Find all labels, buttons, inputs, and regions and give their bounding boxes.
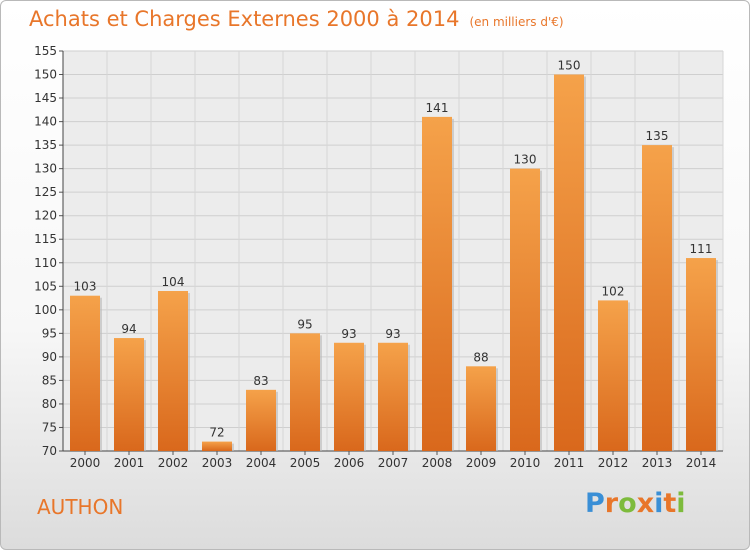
bar — [246, 389, 276, 451]
bar — [686, 258, 716, 451]
bar — [290, 333, 320, 451]
value-label: 95 — [297, 317, 312, 331]
value-label: 135 — [646, 129, 669, 143]
chart-subtitle: (en milliers d'€) — [469, 15, 564, 29]
proxiti-logo: Proxiti — [585, 488, 686, 519]
value-label: 111 — [690, 242, 713, 256]
logo-letter: i — [676, 488, 686, 519]
bar — [466, 366, 496, 451]
logo-letter: x — [636, 488, 655, 519]
y-tick-label: 95 — [42, 326, 57, 340]
axes: 70 75 80 85 90 95 100 105 110 115 120 125 130 135 140 1… — [34, 44, 723, 470]
place-name: AUTHON — [37, 495, 124, 519]
y-tick-label: 150 — [34, 68, 57, 82]
x-tick-label: 2010 — [510, 456, 541, 470]
x-tick-label: 2006 — [334, 456, 365, 470]
x-tick-label: 2001 — [114, 456, 145, 470]
x-tick-label: 2011 — [554, 456, 585, 470]
value-labels: 103 94 104 72 83 95 93 93 141 88 130 150 102 135 111 — [74, 59, 713, 440]
y-tick-label: 90 — [42, 350, 57, 364]
y-tick-label: 115 — [34, 232, 57, 246]
x-tick-label: 2002 — [158, 456, 189, 470]
bar — [114, 338, 144, 451]
bar — [422, 116, 452, 451]
bar — [334, 342, 364, 451]
x-tick-label: 2000 — [70, 456, 101, 470]
bar — [598, 300, 628, 451]
bar — [510, 168, 540, 451]
y-tick-label: 120 — [34, 209, 57, 223]
value-label: 88 — [473, 350, 488, 364]
value-label: 83 — [253, 374, 268, 388]
title-text: Achats et Charges Externes 2000 à 2014 — [29, 7, 460, 31]
bar — [202, 441, 232, 451]
value-label: 72 — [209, 426, 224, 440]
value-label: 141 — [426, 101, 449, 115]
x-tick-label: 2014 — [686, 456, 717, 470]
logo-letter: r — [604, 488, 619, 519]
logo-letter: P — [585, 488, 605, 519]
bar — [642, 145, 672, 451]
logo-letter: t — [663, 488, 677, 519]
logo-letter: i — [654, 488, 664, 519]
value-label: 102 — [602, 284, 625, 298]
value-label: 94 — [121, 322, 136, 336]
x-tick-label: 2005 — [290, 456, 321, 470]
bar — [554, 74, 584, 451]
y-tick-label: 125 — [34, 185, 57, 199]
x-tick-label: 2003 — [202, 456, 233, 470]
y-tick-label: 145 — [34, 91, 57, 105]
x-tick-label: 2012 — [598, 456, 629, 470]
value-label: 93 — [385, 327, 400, 341]
y-tick-label: 100 — [34, 303, 57, 317]
y-tick-label: 155 — [34, 44, 57, 58]
logo-letter: o — [618, 488, 637, 519]
y-tick-label: 80 — [42, 397, 57, 411]
chart-title: Achats et Charges Externes 2000 à 2014 (e… — [29, 7, 564, 31]
bar — [158, 291, 188, 451]
x-tick-label: 2013 — [642, 456, 673, 470]
x-tick-label: 2009 — [466, 456, 497, 470]
value-label: 93 — [341, 327, 356, 341]
value-label: 104 — [162, 275, 185, 289]
value-label: 150 — [558, 59, 581, 73]
bars — [70, 74, 718, 451]
value-label: 103 — [74, 280, 97, 294]
y-tick-label: 130 — [34, 162, 57, 176]
y-tick-label: 140 — [34, 115, 57, 129]
y-tick-label: 70 — [42, 444, 57, 458]
y-tick-label: 75 — [42, 420, 57, 434]
x-tick-label: 2004 — [246, 456, 277, 470]
x-tick-label: 2007 — [378, 456, 409, 470]
x-tick-label: 2008 — [422, 456, 453, 470]
bar — [70, 295, 100, 451]
y-tick-label: 85 — [42, 373, 57, 387]
y-tick-label: 105 — [34, 279, 57, 293]
value-label: 130 — [514, 153, 537, 167]
bar — [378, 342, 408, 451]
y-tick-label: 110 — [34, 256, 57, 270]
y-tick-label: 135 — [34, 138, 57, 152]
